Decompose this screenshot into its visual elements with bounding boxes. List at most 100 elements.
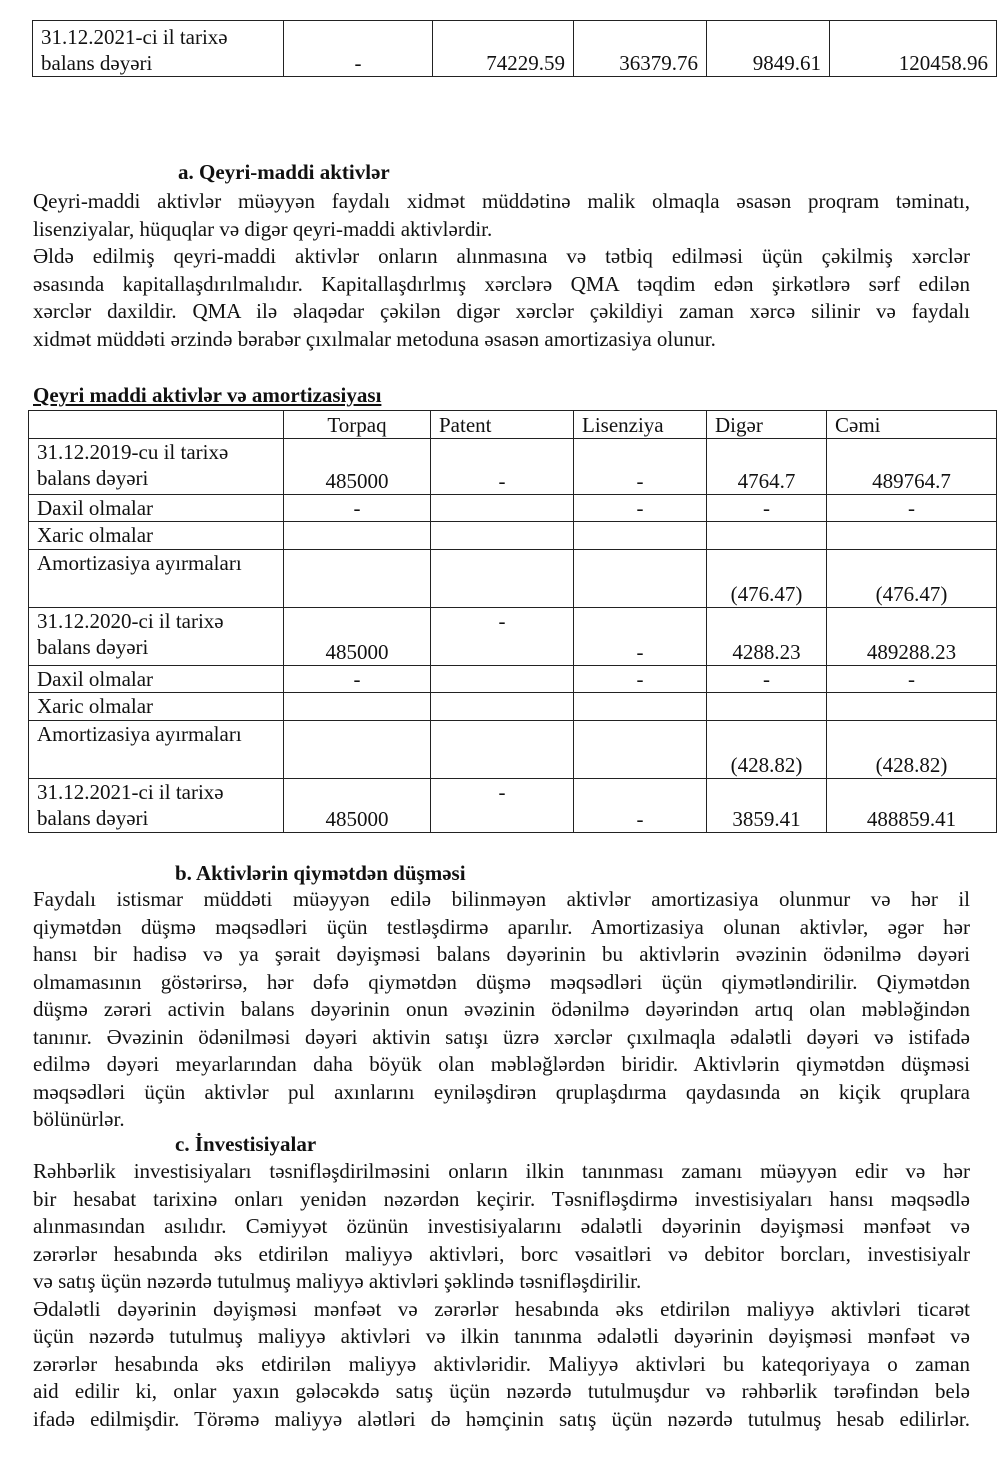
table-cell: - [573, 494, 707, 522]
table-cell [573, 692, 707, 721]
section-heading-b: b. Aktivlərin qiymətdən düşməsi [175, 861, 466, 885]
table-cell [430, 494, 574, 522]
table-cell [430, 665, 574, 693]
text-line: Faydalı istismar müddəti müəyyən edilə b… [33, 887, 970, 911]
text-line: hansı bir hadisə və ya şərait dəyişməsi … [33, 942, 970, 966]
table-cell: - [283, 665, 431, 693]
table-cell [430, 692, 574, 721]
table-row: Daxil olmalar - - - - [28, 494, 997, 522]
text-line: məqsədləri üçün aktivlər pul axınlarını … [33, 1079, 970, 1104]
text-line: bölünürlər. [33, 1107, 125, 1131]
column-header: Cəmi [826, 410, 997, 439]
row-label: Amortizasiya ayırmaları [28, 720, 284, 779]
table-cell: 3859.41 [706, 778, 827, 833]
table-cell [283, 549, 431, 608]
text-line: edilmə dəyəri meyarlarından daha böyük o… [33, 1052, 970, 1076]
table-cell: - [573, 778, 707, 833]
text-line: əsasında kapitallaşdırılmalıdır. Kapital… [33, 271, 970, 296]
table-row: Xaric olmalar [28, 521, 997, 550]
header-row: Torpaq Patent Lisenziya Digər Cəmi [28, 410, 997, 439]
text-line: Ədalətli dəyərinin dəyişməsi mənfəət və … [33, 1296, 970, 1321]
table-cell: 36379.76 [573, 20, 707, 77]
column-header: Patent [430, 410, 574, 439]
text-line: zərərlər hesabında əks etdirilən maliyyə… [33, 1241, 970, 1266]
table-cell [706, 521, 827, 550]
table-cell [430, 720, 574, 779]
table-cell: (476.47) [826, 549, 997, 608]
text-line: xidmət müddəti ərzində bərabər çıxılmala… [33, 326, 716, 351]
table-cell: - [430, 607, 574, 666]
section-b-text: Faydalı istismar müddəti müəyyən edilə b… [33, 886, 970, 1134]
row-label: 31.12.2021-ci il tarixə balans dəyəri [32, 20, 284, 77]
text-line: xərclər daxildir. QMA ilə əlaqədar çəkil… [33, 299, 970, 323]
section-heading-a: a. Qeyri-maddi aktivlər [178, 160, 390, 184]
table-cell: 74229.59 [432, 20, 574, 77]
table-row: 31.12.2021-ci il tarixə balans dəyəri - … [32, 20, 997, 77]
table-cell [573, 521, 707, 550]
text-line: qiymətdən düşmə məqsədləri üçün testləşd… [33, 914, 970, 939]
table-cell: - [573, 438, 707, 495]
table-caption: Qeyri maddi aktivlər və amortizasiyası [33, 383, 382, 407]
table-cell: 488859.41 [826, 778, 997, 833]
section-c-text: Rəhbərlik investisiyaları təsnifləşdiril… [33, 1158, 970, 1433]
table-cell: - [573, 665, 707, 693]
text-line: və satış üçün nəzərdə tutulmuş maliyyə a… [33, 1269, 642, 1293]
table-cell: 485000 [283, 778, 431, 833]
table-cell: 489288.23 [826, 607, 997, 666]
row-label: 31.12.2020-ci il tarixə balans dəyəri [28, 607, 284, 666]
column-header: Torpaq [283, 410, 431, 439]
table-cell [826, 692, 997, 721]
text-line: lisenziyalar, hüquqlar və digər qeyri-ma… [33, 216, 493, 241]
text-line: aid edilir ki, onlar yaxın gələcəkdə sat… [33, 1379, 970, 1403]
section-a-text: Qeyri-maddi aktivlər müəyyən faydalı xid… [33, 188, 970, 353]
table-cell [706, 692, 827, 721]
text-line: Qeyri-maddi aktivlər müəyyən faydalı xid… [33, 189, 970, 213]
table-cell: 9849.61 [706, 20, 830, 77]
text-line: Əldə edilmiş qeyri-maddi aktivlər onları… [33, 244, 970, 268]
row-label: Daxil olmalar [28, 494, 284, 522]
column-header: Lisenziya [573, 410, 707, 439]
table-cell [430, 521, 574, 550]
text-line: üçün nəzərdə tutulmuş maliyyə aktivləri … [33, 1324, 970, 1348]
table-row: Amortizasiya ayırmaları (476.47) (476.47) [28, 549, 997, 608]
balance-table-continuation: 31.12.2021-ci il tarixə balans dəyəri - … [32, 20, 997, 77]
table-cell: 4764.7 [706, 438, 827, 495]
text-line: düşmə zərəri activin balans dəyərinin on… [33, 997, 970, 1021]
column-header: Digər [706, 410, 827, 439]
table-cell: 120458.96 [829, 20, 997, 77]
table-cell: - [826, 665, 997, 693]
intangible-assets-table: Torpaq Patent Lisenziya Digər Cəmi 31.12.201… [28, 410, 997, 833]
text-line: zərərlər hesabında əks etdirilən maliyyə… [33, 1351, 970, 1376]
row-label: Xaric olmalar [28, 521, 284, 550]
table-cell: - [283, 494, 431, 522]
text-line: olmamasının göstərirsə, hər dəfə qiymətd… [33, 969, 970, 994]
table-row: Amortizasiya ayırmaları (428.82) (428.82) [28, 720, 997, 779]
table-cell [283, 521, 431, 550]
table-cell: - [430, 438, 574, 495]
text-line: alınmasından asılıdır. Cəmiyyət özünün i… [33, 1214, 970, 1238]
column-header [28, 410, 284, 439]
text-line: Rəhbərlik investisiyaları təsnifləşdiril… [33, 1159, 970, 1183]
text-line: ifadə edilmişdir. Törəmə maliyyə alətlər… [33, 1406, 970, 1431]
table-cell [283, 692, 431, 721]
table-cell: 489764.7 [826, 438, 997, 495]
row-label: Daxil olmalar [28, 665, 284, 693]
table-cell: - [826, 494, 997, 522]
table-row: Xaric olmalar [28, 692, 997, 721]
table-cell: - [706, 494, 827, 522]
table-row: 31.12.2020-ci il tarixə balans dəyəri 485… [28, 607, 997, 666]
table-cell: (428.82) [826, 720, 997, 779]
table-cell: - [430, 778, 574, 833]
table-cell: - [573, 607, 707, 666]
section-heading-c: c. İnvestisiyalar [175, 1132, 317, 1156]
table-cell [573, 549, 707, 608]
table-row: Daxil olmalar - - - - [28, 665, 997, 693]
table-cell: 4288.23 [706, 607, 827, 666]
table-cell: (428.82) [706, 720, 827, 779]
row-label: 31.12.2019-cu il tarixə balans dəyəri [28, 438, 284, 495]
table-cell [573, 720, 707, 779]
row-label: 31.12.2021-ci il tarixə balans dəyəri [28, 778, 284, 833]
table-cell: (476.47) [706, 549, 827, 608]
table-cell [283, 720, 431, 779]
row-label: Amortizasiya ayırmaları [28, 549, 284, 608]
